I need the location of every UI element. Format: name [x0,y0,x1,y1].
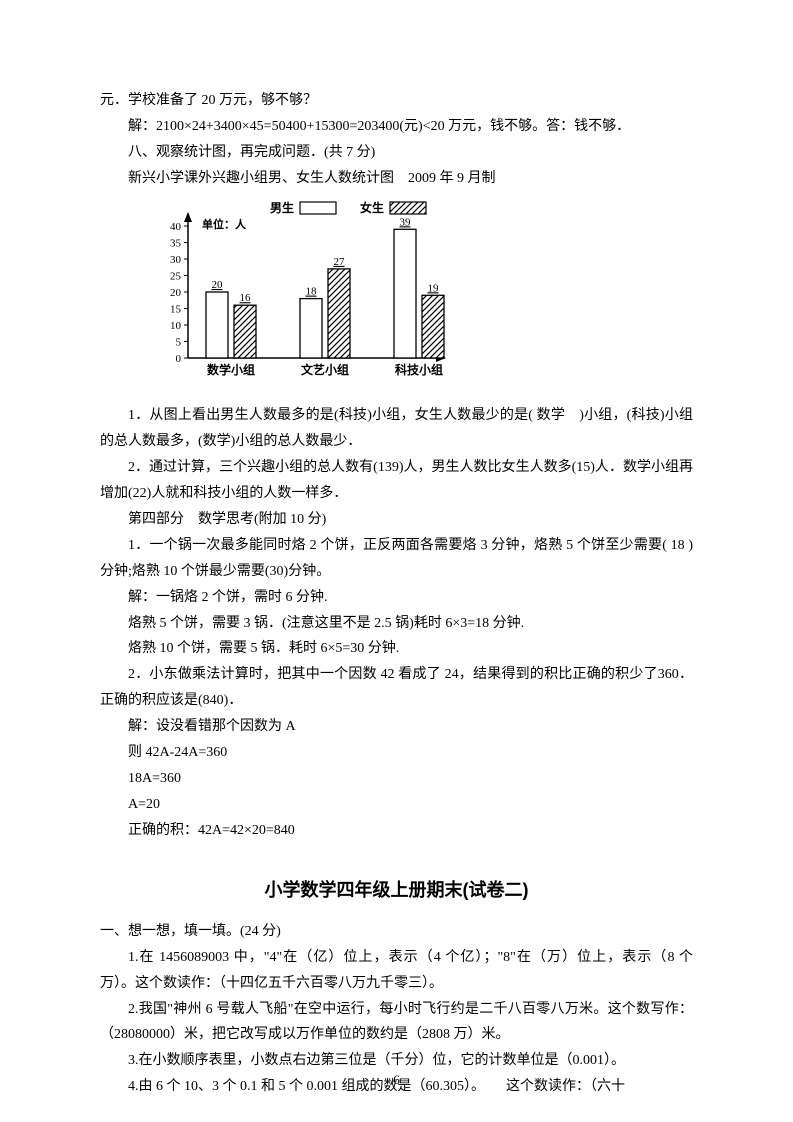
text-line: 新兴小学课外兴趣小组男、女生人数统计图 2009 年 9 月制 [100,166,693,192]
svg-text:0: 0 [176,353,182,365]
text-line: 1．一个锅一次最多能同时烙 2 个饼，正反两面各需要烙 3 分钟，烙熟 5 个饼… [100,533,693,585]
text-line: 解：2100×24+3400×45=50400+15300=203400(元)<… [100,114,693,140]
svg-text:20: 20 [212,279,224,291]
svg-text:单位：人: 单位：人 [202,217,247,231]
svg-text:15: 15 [170,303,182,315]
svg-text:数学小组: 数学小组 [207,362,255,377]
text-line: 正确的积：42A=42×20=840 [100,818,693,844]
text-line: 2.我国"神州 6 号载人飞船"在空中运行，每小时飞行约是二千八百零八万米。这个… [100,997,693,1049]
text-line: 解：设没看错那个因数为 A [100,714,693,740]
text-line: 一、想一想，填一填。(24 分) [100,919,693,945]
svg-text:文艺小组: 文艺小组 [301,362,349,377]
svg-text:女生: 女生 [360,200,384,215]
text-line: 第四部分 数学思考(附加 10 分) [100,507,693,533]
svg-text:16: 16 [240,292,252,304]
svg-text:20: 20 [170,287,182,299]
text-line: A=20 [100,792,693,818]
svg-text:30: 30 [170,254,182,266]
section-heading: 小学数学四年级上册期末(试卷二) [100,874,693,907]
svg-text:35: 35 [170,237,182,249]
text-line: 1．从图上看出男生人数最多的是(科技)小组，女生人数最少的是( 数学 )小组，(… [100,403,693,455]
svg-text:男生: 男生 [270,200,294,215]
text-line: 2．小东做乘法计算时，把其中一个因数 42 看成了 24，结果得到的积比正确的积… [100,662,693,714]
svg-text:40: 40 [170,221,182,233]
svg-text:39: 39 [400,216,412,228]
text-line: 18A=360 [100,766,693,792]
svg-text:科技小组: 科技小组 [395,362,443,377]
text-line: 则 42A-24A=360 [100,740,693,766]
text-line: 烙熟 5 个饼，需要 3 锅．(注意这里不是 2.5 锅)耗时 6×3=18 分… [100,611,693,637]
svg-text:19: 19 [428,282,440,294]
text-line: 2．通过计算，三个兴趣小组的总人数有(139)人，男生人数比女生人数多(15)人… [100,455,693,507]
text-line: 解：一锅烙 2 个饼，需时 6 分钟. [100,585,693,611]
svg-text:10: 10 [170,320,182,332]
text-line: 1.在 1456089003 中，"4"在（亿）位上，表示（4 个亿）；"8"在… [100,945,693,997]
text-line: 八、观察统计图，再完成问题．(共 7 分) [100,140,693,166]
svg-text:5: 5 [176,336,182,348]
page-number: 6 [0,1068,793,1092]
text-line: 元．学校准备了 20 万元，够不够？ [100,88,693,114]
bar-chart: 0 5 10 15 20 25 30 35 40 单位：人 男生 女生 20 16 数学小组 18 27 文艺小组… [140,198,693,398]
svg-text:27: 27 [334,255,346,267]
text-line: 烙熟 10 个饼，需要 5 锅．耗时 6×5=30 分钟. [100,636,693,662]
svg-text:18: 18 [306,285,318,297]
svg-text:25: 25 [170,270,182,282]
